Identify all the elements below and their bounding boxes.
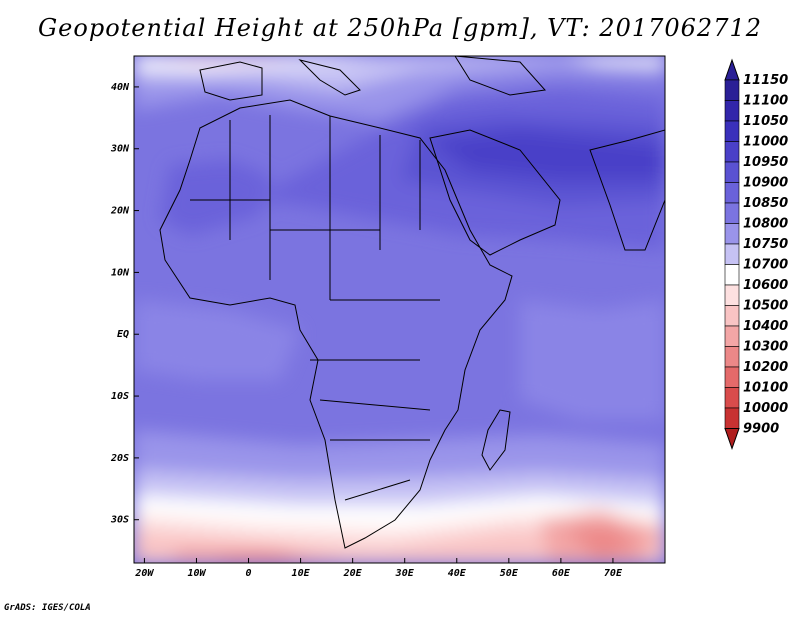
map-title: Geopotential Height at 250hPa [gpm], VT:… (38, 14, 762, 42)
legend-label: 10850 (743, 196, 788, 211)
legend-label: 11050 (743, 114, 788, 129)
legend-label: 11000 (743, 135, 788, 150)
plot-frame (133, 55, 666, 564)
legend-swatch (724, 407, 740, 429)
lat-tick-label: 10N (111, 267, 130, 278)
lat-tick-label: 20S (110, 453, 129, 464)
legend-swatch (724, 182, 740, 204)
legend-swatch (724, 120, 740, 142)
legend-label: 11100 (743, 94, 788, 109)
legend-swatch (724, 243, 740, 265)
legend-swatch (724, 346, 740, 368)
legend-arrow-bottom (724, 428, 740, 451)
height-field (134, 56, 665, 563)
legend-label: 10950 (743, 155, 788, 170)
lon-tick-label: 20E (343, 568, 363, 579)
legend-swatch (724, 79, 740, 101)
legend-swatch (724, 305, 740, 327)
legend-label: 11150 (743, 73, 788, 88)
lon-tick-label: 10E (292, 568, 311, 579)
lat-tick-label: 10S (111, 391, 129, 402)
lon-tick-label: 40E (448, 568, 467, 579)
coastlines (159, 56, 665, 549)
legend-swatch (724, 161, 740, 183)
legend-label: 10100 (743, 381, 788, 396)
credit-text: GrADS: IGES/COLA (4, 603, 91, 613)
legend-swatch (724, 223, 740, 245)
legend-label: 10200 (743, 360, 788, 375)
lat-tick-label: 30N (110, 144, 130, 155)
legend-swatch (724, 141, 740, 163)
legend-label: 10400 (743, 319, 788, 334)
legend-swatch (724, 284, 740, 306)
longitude-axis: 20W 10W 0 10E 20E 30E 40E 50E 60E 70E (134, 558, 623, 579)
lat-tick-label: 40N (111, 82, 130, 93)
legend-label: 10600 (743, 278, 788, 293)
legend-swatch (724, 387, 740, 409)
legend-label: 10000 (743, 401, 788, 416)
latitude-axis: 40N 30N 20N 10N EQ 10S 20S 30S (110, 82, 139, 526)
legend-label: 10750 (743, 237, 788, 252)
legend-swatch (724, 264, 740, 286)
lon-tick-label: 20W (134, 568, 154, 579)
legend-label: 10300 (743, 340, 788, 355)
lat-tick-label: 20N (110, 206, 130, 217)
lon-tick-label: 60E (552, 568, 571, 579)
legend-label: 10800 (743, 217, 788, 232)
lat-tick-label: EQ (117, 329, 129, 340)
lon-tick-label: 70E (604, 568, 623, 579)
legend-swatch (724, 366, 740, 388)
legend-label: 10500 (743, 299, 788, 314)
legend-label: 10700 (743, 258, 788, 273)
lon-tick-label: 10W (187, 568, 206, 579)
legend-arrow-top (724, 58, 740, 81)
legend-label: 10900 (743, 176, 788, 191)
legend-swatch (724, 100, 740, 122)
lon-tick-label: 50E (500, 568, 519, 579)
legend-label: 9900 (743, 422, 779, 437)
lon-tick-label: 30E (395, 568, 415, 579)
lat-tick-label: 30S (110, 515, 129, 526)
legend-swatch (724, 202, 740, 224)
lon-tick-label: 0 (246, 568, 252, 579)
legend-swatch (724, 325, 740, 347)
